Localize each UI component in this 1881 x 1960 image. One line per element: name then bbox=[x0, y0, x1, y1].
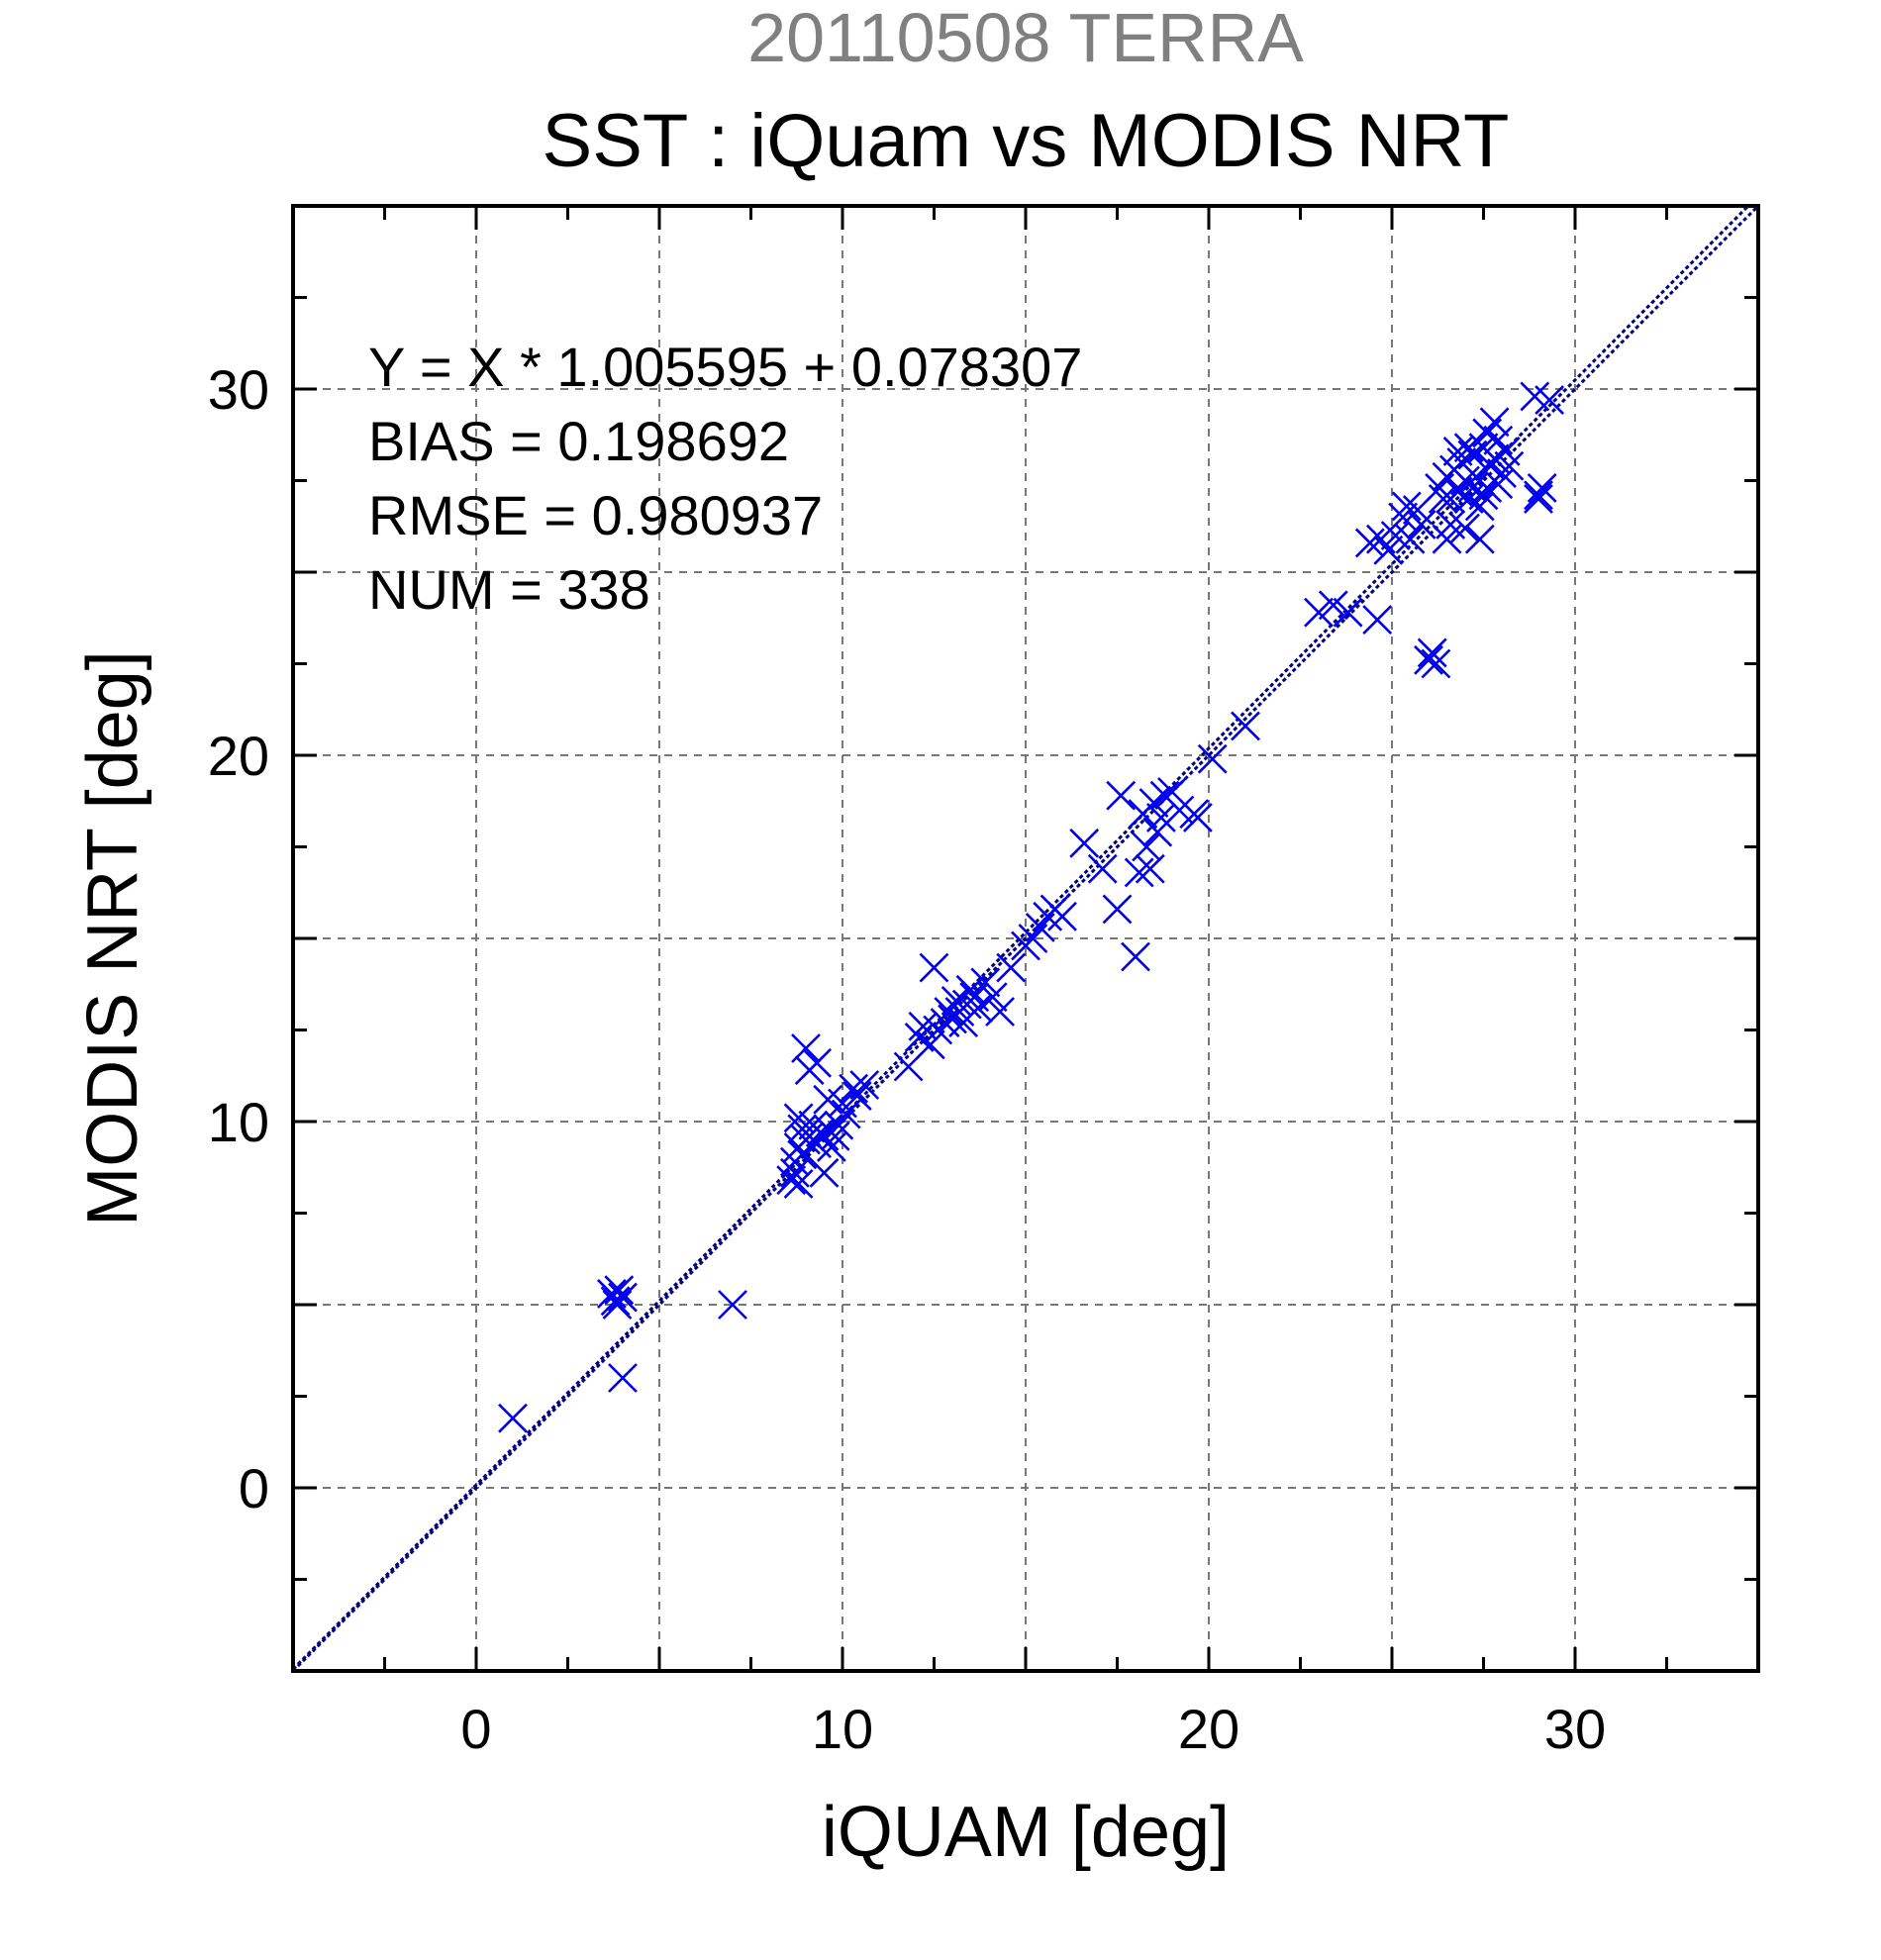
data-point bbox=[802, 1047, 833, 1078]
data-point bbox=[970, 967, 1001, 998]
data-point bbox=[1102, 894, 1133, 925]
x-tick-label: 20 bbox=[1178, 1698, 1239, 1760]
data-point bbox=[1373, 535, 1404, 565]
data-point bbox=[809, 1157, 840, 1188]
data-point bbox=[1414, 644, 1443, 675]
data-point bbox=[718, 1290, 747, 1320]
data-point bbox=[1442, 436, 1473, 466]
data-point bbox=[977, 982, 1008, 1013]
chart-subtitle: SST : iQuam vs MODIS NRT bbox=[543, 99, 1510, 183]
data-points bbox=[498, 381, 1565, 1433]
bias-label: BIAS = 0.198692 bbox=[368, 410, 789, 472]
data-point bbox=[1479, 407, 1510, 438]
x-tick-labels: 0 10 20 30 bbox=[460, 1698, 1606, 1760]
data-point bbox=[791, 1033, 821, 1063]
y-tick-labels: 0 10 20 30 bbox=[208, 358, 269, 1519]
data-point bbox=[498, 1403, 528, 1433]
data-point bbox=[776, 1165, 807, 1196]
data-point bbox=[608, 1282, 638, 1313]
data-point bbox=[996, 952, 1027, 983]
data-point bbox=[1406, 509, 1436, 539]
data-point bbox=[608, 1363, 638, 1393]
data-point bbox=[1388, 502, 1419, 533]
data-point bbox=[1304, 597, 1334, 628]
data-point bbox=[600, 1286, 631, 1317]
data-point bbox=[1524, 484, 1553, 514]
data-point bbox=[816, 1131, 846, 1162]
data-point bbox=[602, 1290, 633, 1320]
data-point bbox=[820, 1121, 850, 1151]
data-point bbox=[1436, 484, 1466, 514]
data-point bbox=[1417, 637, 1447, 668]
data-point bbox=[1362, 605, 1393, 636]
data-point bbox=[1135, 853, 1165, 884]
chart-title: 20110508 TERRA bbox=[747, 0, 1304, 76]
data-point bbox=[831, 1099, 861, 1129]
data-point bbox=[1395, 524, 1426, 554]
data-point bbox=[1534, 385, 1565, 416]
y-axis-label: MODIS NRT [deg] bbox=[73, 650, 152, 1226]
data-point bbox=[1318, 590, 1348, 621]
data-point bbox=[1197, 743, 1228, 774]
data-point bbox=[1464, 524, 1495, 554]
data-point bbox=[955, 974, 986, 1005]
x-axis-label: iQUAM [deg] bbox=[822, 1793, 1230, 1872]
y-tick-label: 0 bbox=[239, 1457, 269, 1519]
data-point bbox=[1468, 480, 1499, 511]
data-point bbox=[1121, 941, 1150, 972]
data-point bbox=[1464, 491, 1495, 522]
data-point bbox=[1421, 648, 1451, 679]
stats-annotation: Y = X * 1.005595 + 0.078307 BIAS = 0.198… bbox=[368, 336, 1082, 621]
data-point bbox=[1391, 491, 1422, 522]
data-point bbox=[1432, 524, 1462, 554]
data-point bbox=[1494, 450, 1525, 481]
data-point bbox=[1354, 528, 1385, 558]
data-point bbox=[1124, 857, 1154, 888]
data-point bbox=[1527, 472, 1557, 503]
data-point bbox=[940, 985, 971, 1016]
data-point bbox=[1047, 901, 1077, 931]
y-tick-label: 10 bbox=[208, 1091, 269, 1153]
data-point bbox=[915, 1029, 945, 1060]
data-point bbox=[919, 952, 949, 983]
data-point bbox=[1524, 480, 1553, 511]
data-point bbox=[783, 1103, 814, 1133]
num-label: NUM = 338 bbox=[368, 558, 650, 621]
data-point bbox=[839, 1073, 869, 1104]
data-point bbox=[1069, 828, 1100, 858]
x-tick-label: 10 bbox=[812, 1698, 873, 1760]
rmse-label: RMSE = 0.980937 bbox=[368, 484, 823, 546]
data-point bbox=[985, 997, 1016, 1027]
x-tick-label: 0 bbox=[460, 1698, 491, 1760]
plot-frame bbox=[291, 204, 1760, 1673]
data-point bbox=[828, 1088, 857, 1119]
data-point bbox=[1231, 711, 1260, 741]
fit-equation: Y = X * 1.005595 + 0.078307 bbox=[368, 336, 1082, 398]
data-point bbox=[1087, 853, 1118, 884]
data-point bbox=[604, 1275, 635, 1306]
data-point bbox=[1333, 597, 1363, 628]
data-point bbox=[1483, 469, 1514, 500]
data-point bbox=[1106, 780, 1137, 811]
data-point bbox=[849, 1070, 880, 1100]
data-point bbox=[1182, 802, 1213, 833]
y-tick-label: 20 bbox=[208, 725, 269, 787]
data-point bbox=[1453, 433, 1484, 463]
y-tick-label: 30 bbox=[208, 358, 269, 421]
x-tick-label: 30 bbox=[1544, 1698, 1606, 1760]
data-point bbox=[596, 1278, 627, 1309]
data-point bbox=[1450, 513, 1480, 543]
data-point bbox=[779, 1157, 810, 1188]
identity-line bbox=[291, 204, 1760, 1673]
